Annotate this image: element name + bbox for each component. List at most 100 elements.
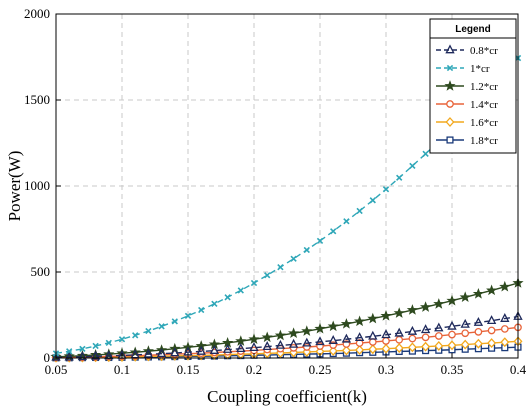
data-point (237, 287, 244, 294)
data-point (198, 306, 205, 314)
data-point (434, 322, 444, 332)
x-tick-label: 0.2 (246, 362, 262, 377)
legend: Legend 0.8*cr 1*cr 1.2*cr 1.4*cr 1.6*cr 1.8*c… (429, 18, 517, 154)
data-point (382, 337, 390, 345)
data-point (500, 313, 510, 322)
data-point (393, 307, 405, 318)
legend-entry: 1.2*cr (436, 80, 498, 93)
data-point (274, 329, 286, 341)
data-point (327, 320, 339, 332)
data-point (487, 326, 496, 335)
data-point (461, 329, 470, 338)
data-point (380, 310, 392, 321)
data-point (460, 318, 470, 328)
data-point (290, 255, 297, 262)
data-point (367, 312, 379, 324)
legend-marker (444, 80, 456, 91)
data-point (79, 345, 86, 353)
data-point (315, 336, 325, 346)
data-point (261, 331, 273, 343)
data-point (90, 350, 101, 360)
data-point (92, 342, 99, 350)
data-point (355, 344, 365, 355)
x-axis-title: Coupling coefficient(k) (207, 387, 367, 406)
data-point (118, 336, 126, 343)
data-point (328, 335, 338, 344)
y-tick-label: 1000 (24, 178, 50, 193)
x-tick-label: 0.4 (510, 362, 527, 377)
data-point (196, 345, 206, 355)
data-point (302, 337, 312, 347)
data-point (262, 341, 272, 350)
data-point (289, 344, 298, 352)
data-point (356, 207, 363, 215)
data-point (368, 344, 378, 355)
data-point (277, 264, 284, 271)
data-point (459, 291, 471, 303)
data-point (369, 197, 376, 204)
data-point (382, 186, 390, 193)
legend-label: 0.8*cr (470, 45, 498, 57)
data-point (77, 351, 88, 361)
data-point (433, 298, 445, 309)
legend-label: 1.4*cr (470, 99, 498, 111)
data-point (340, 318, 352, 329)
data-point (407, 325, 418, 335)
ticks: 0.05 0.1 0.15 0.2 0.25 0.3 0.35 0.4 0 500 1000 1500… (24, 6, 527, 377)
data-point (394, 343, 404, 353)
legend-marker (446, 136, 454, 144)
legend-label: 1*cr (470, 63, 490, 75)
data-point (341, 345, 351, 356)
data-point (368, 330, 378, 340)
data-point (90, 349, 102, 360)
data-point (421, 341, 431, 352)
data-point (145, 327, 152, 335)
data-point (396, 174, 403, 181)
data-point (51, 351, 61, 361)
legend-entry: 1.6*cr (436, 117, 498, 129)
y-axis-title: Power(W) (5, 151, 24, 222)
legend-marker (445, 117, 455, 127)
data-point (249, 342, 259, 352)
series-0-8cr (51, 310, 523, 361)
x-tick-label: 0.3 (378, 362, 394, 377)
x-tick-label: 0.1 (114, 362, 130, 377)
data-point (341, 333, 352, 343)
data-point (448, 330, 456, 339)
data-point (434, 340, 444, 351)
legend-label: 1.2*cr (470, 81, 498, 93)
data-point (143, 348, 154, 358)
data-point (486, 315, 497, 325)
data-point (420, 301, 432, 312)
data-point (330, 228, 337, 235)
legend-entry: 1.4*cr (436, 99, 498, 111)
data-point (500, 337, 510, 348)
x-tick-label: 0.05 (45, 362, 68, 377)
data-point (381, 329, 391, 339)
data-point (156, 348, 167, 358)
y-tick-label: 2000 (24, 6, 50, 21)
data-point (328, 345, 338, 356)
data-point (447, 320, 457, 330)
data-point (236, 343, 246, 353)
x-tick-label: 0.25 (309, 362, 332, 377)
data-point (301, 325, 313, 336)
legend-label: 1.8*cr (470, 135, 498, 147)
x-tick-label: 0.15 (177, 362, 200, 377)
data-point (487, 338, 497, 349)
data-point (211, 300, 218, 307)
data-point (446, 294, 458, 306)
data-point (354, 332, 365, 342)
data-point (434, 332, 443, 340)
data-point (316, 237, 324, 245)
legend-marker (446, 100, 454, 108)
data-point (171, 318, 178, 325)
y-tick-label: 500 (31, 264, 51, 279)
data-point (289, 347, 299, 358)
data-point (473, 316, 484, 326)
data-point (104, 350, 114, 360)
data-point (248, 333, 260, 344)
legend-marker (446, 64, 454, 72)
